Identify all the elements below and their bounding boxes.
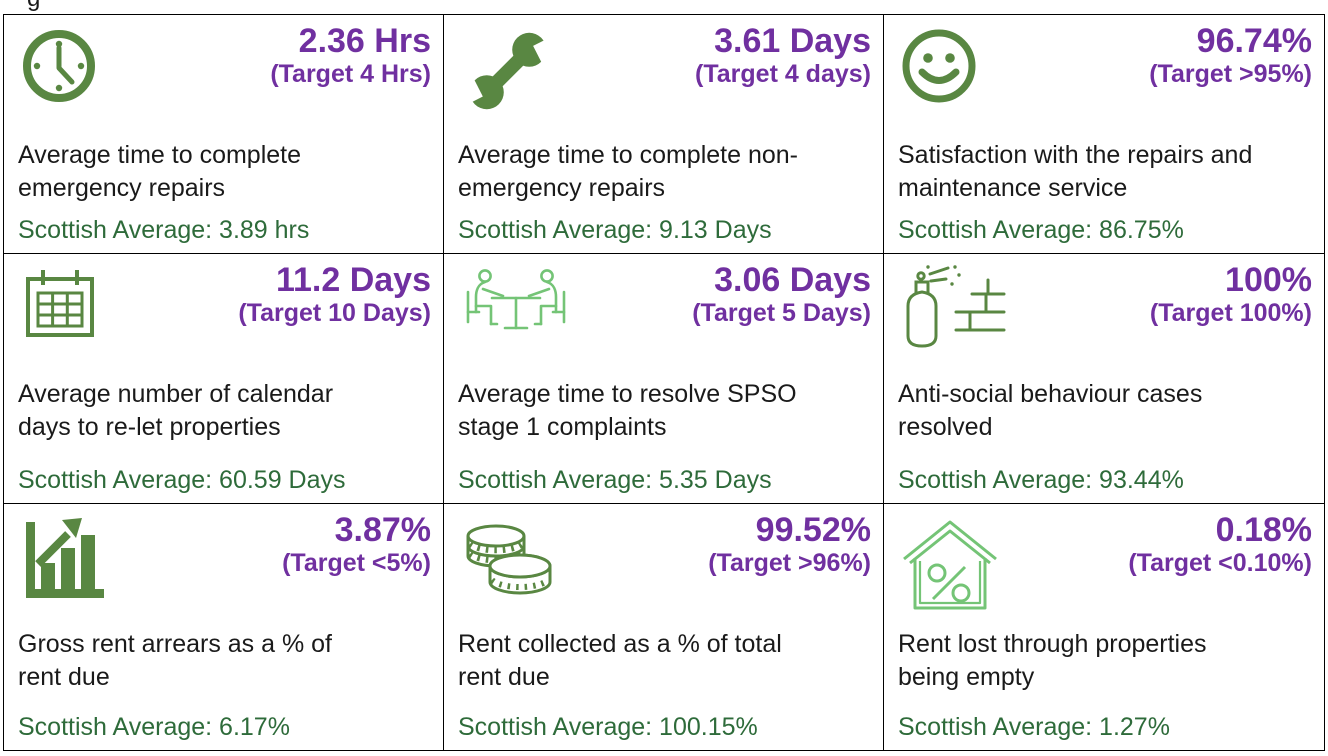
kpi-value: 99.52% [755, 511, 871, 549]
kpi-card-relet-days: 11.2 Days (Target 10 Days) Average numbe… [4, 254, 444, 504]
meeting-icon [458, 264, 574, 351]
kpi-scottish-average: Scottish Average: 93.44% [898, 466, 1184, 494]
kpi-target: (Target 10 Days) [238, 299, 431, 328]
kpi-grid: 2.36 Hrs (Target 4 Hrs) Average time to … [3, 14, 1325, 751]
kpi-card-asb-resolved: 100% (Target 100%) Anti-social behaviour… [884, 254, 1324, 504]
kpi-target: (Target 5 Days) [692, 299, 871, 328]
kpi-value: 11.2 Days [275, 261, 431, 299]
kpi-card-rent-arrears: 3.87% (Target <5%) Gross rent arrears as… [4, 504, 444, 750]
kpi-description: Rent lost through properties being empty [898, 630, 1207, 691]
house-percent-icon [898, 514, 1004, 621]
calendar-icon [18, 264, 102, 349]
kpi-scottish-average: Scottish Average: 9.13 Days [458, 216, 772, 244]
clock-icon [18, 25, 100, 112]
kpi-target: (Target 4 Hrs) [270, 60, 431, 89]
kpi-description: Average time to complete non- emergency … [458, 141, 799, 202]
kpi-description: Anti-social behaviour cases resolved [898, 380, 1203, 441]
coins-icon [458, 514, 558, 603]
kpi-value: 0.18% [1215, 511, 1312, 549]
kpi-card-repairs-satisfaction: 96.74% (Target >95%) Satisfaction with t… [884, 15, 1324, 254]
kpi-target: (Target <5%) [282, 549, 431, 578]
kpi-description: Gross rent arrears as a % of rent due [18, 630, 333, 691]
kpi-card-emergency-repairs: 2.36 Hrs (Target 4 Hrs) Average time to … [4, 15, 444, 254]
kpi-value: 3.61 Days [714, 22, 871, 60]
kpi-card-rent-collected: 99.52% (Target >96%) Rent collected as a… [444, 504, 884, 750]
kpi-target: (Target >96%) [708, 549, 871, 578]
cropped-text-fragment: g [27, 0, 67, 13]
kpi-description: Average time to resolve SPSO stage 1 com… [458, 380, 797, 441]
kpi-scottish-average: Scottish Average: 3.89 hrs [18, 216, 310, 244]
kpi-value: 96.74% [1196, 22, 1312, 60]
kpi-scottish-average: Scottish Average: 60.59 Days [18, 466, 346, 494]
kpi-description: Satisfaction with the repairs and mainte… [898, 141, 1253, 202]
kpi-card-void-loss: 0.18% (Target <0.10%) Rent lost through … [884, 504, 1324, 750]
kpi-scottish-average: Scottish Average: 1.27% [898, 713, 1170, 741]
kpi-target: (Target 4 days) [695, 60, 871, 89]
kpi-value: 2.36 Hrs [298, 22, 431, 60]
kpi-scottish-average: Scottish Average: 6.17% [18, 713, 290, 741]
spray-can-icon [898, 264, 1008, 359]
kpi-value: 100% [1225, 261, 1312, 299]
kpi-target: (Target <0.10%) [1128, 549, 1312, 578]
kpi-card-non-emergency-repairs: 3.61 Days (Target 4 days) Average time t… [444, 15, 884, 254]
kpi-description: Rent collected as a % of total rent due [458, 630, 782, 691]
smiley-icon [898, 25, 980, 112]
wrench-icon [458, 25, 558, 122]
kpi-scottish-average: Scottish Average: 86.75% [898, 216, 1184, 244]
kpi-description: Average time to complete emergency repai… [18, 141, 302, 202]
kpi-value: 3.87% [334, 511, 431, 549]
kpi-target: (Target >95%) [1149, 60, 1312, 89]
kpi-scottish-average: Scottish Average: 5.35 Days [458, 466, 772, 494]
bar-chart-icon [18, 514, 110, 611]
kpi-target: (Target 100%) [1149, 299, 1312, 328]
kpi-description: Average number of calendar days to re-le… [18, 380, 334, 441]
kpi-value: 3.06 Days [714, 261, 871, 299]
kpi-card-spso-complaints: 3.06 Days (Target 5 Days) Average time t… [444, 254, 884, 504]
kpi-scottish-average: Scottish Average: 100.15% [458, 713, 758, 741]
